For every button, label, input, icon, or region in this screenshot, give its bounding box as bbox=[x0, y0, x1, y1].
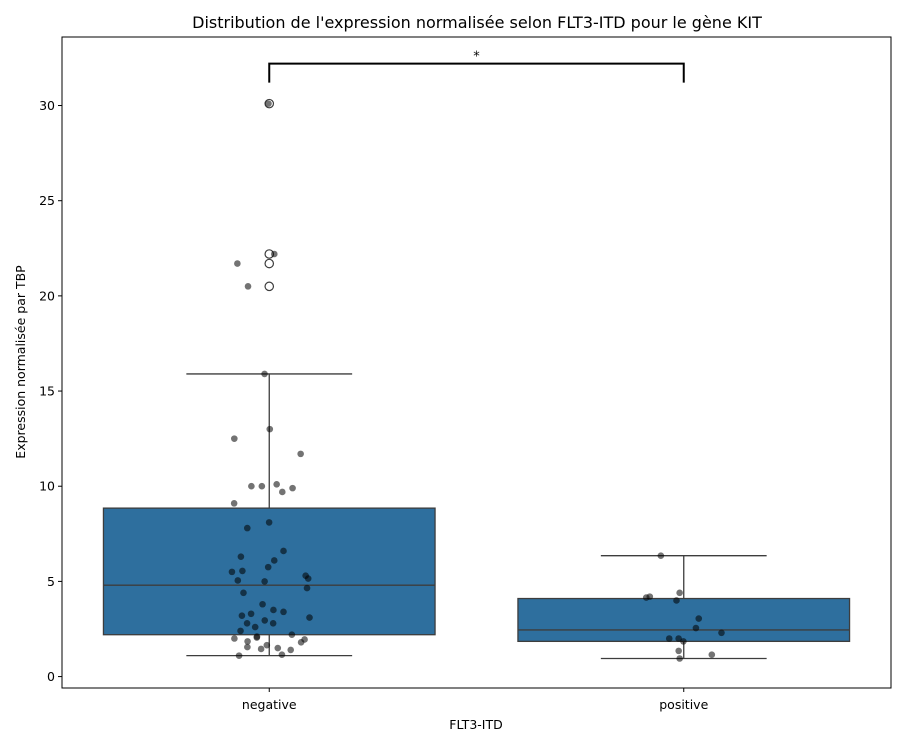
data-point bbox=[234, 260, 241, 267]
significance-annotation: * bbox=[268, 50, 685, 83]
y-tick-label: 25 bbox=[39, 193, 55, 208]
data-point bbox=[235, 652, 243, 659]
data-point bbox=[280, 608, 287, 616]
data-point bbox=[708, 651, 716, 658]
data-point bbox=[266, 425, 274, 433]
data-point bbox=[675, 647, 682, 655]
data-point bbox=[265, 100, 272, 107]
y-tick-label: 15 bbox=[39, 384, 55, 399]
data-point bbox=[642, 594, 650, 601]
boxes-layer bbox=[102, 98, 851, 660]
data-point bbox=[287, 646, 295, 654]
data-point bbox=[270, 557, 278, 564]
plot-area-frame bbox=[61, 36, 892, 689]
x-tick-label: positive bbox=[659, 697, 708, 712]
data-point bbox=[279, 488, 286, 496]
data-point bbox=[675, 635, 682, 642]
y-tick-label: 20 bbox=[39, 288, 55, 303]
data-point bbox=[280, 547, 287, 555]
data-point bbox=[257, 645, 265, 653]
data-point bbox=[237, 553, 245, 560]
data-point bbox=[695, 615, 703, 622]
data-point bbox=[239, 567, 246, 575]
data-point bbox=[228, 568, 236, 576]
box-iqr bbox=[102, 507, 436, 636]
data-point bbox=[247, 610, 255, 618]
data-point bbox=[673, 597, 680, 604]
data-point bbox=[665, 635, 673, 642]
points-layer bbox=[228, 100, 725, 662]
data-point bbox=[297, 639, 305, 646]
significance-bracket bbox=[268, 62, 685, 83]
data-point bbox=[244, 283, 252, 290]
data-point bbox=[270, 606, 277, 614]
data-point bbox=[237, 627, 244, 635]
data-point bbox=[230, 500, 238, 507]
data-point bbox=[304, 575, 312, 582]
data-point bbox=[238, 612, 246, 619]
data-point bbox=[243, 524, 251, 532]
chart-title: Distribution de l'expression normalisée … bbox=[192, 13, 762, 32]
data-point bbox=[680, 638, 687, 645]
outlier-marker bbox=[264, 281, 275, 292]
y-tick-label: 30 bbox=[39, 98, 55, 113]
data-point bbox=[251, 623, 259, 631]
data-point bbox=[269, 619, 277, 627]
data-point bbox=[289, 484, 296, 492]
data-point bbox=[657, 552, 665, 560]
data-point bbox=[273, 481, 280, 488]
data-point bbox=[244, 643, 251, 651]
data-point bbox=[676, 655, 683, 662]
x-tick-label: negative bbox=[242, 697, 297, 712]
y-axis: 0 5 10 15 20 25 30 bbox=[39, 98, 62, 684]
data-point bbox=[270, 250, 278, 258]
y-axis-title: Expression normalisée par TBP bbox=[13, 265, 28, 459]
data-point bbox=[288, 631, 296, 639]
data-point bbox=[261, 578, 268, 585]
outlier-marker bbox=[264, 98, 275, 109]
data-point bbox=[234, 577, 242, 584]
data-point bbox=[297, 450, 304, 458]
significance-label: * bbox=[473, 50, 480, 65]
y-tick-label: 10 bbox=[39, 479, 55, 494]
data-point bbox=[676, 589, 683, 597]
box-iqr bbox=[517, 597, 851, 643]
data-point bbox=[243, 619, 251, 627]
data-point bbox=[692, 624, 700, 632]
data-point bbox=[253, 634, 261, 641]
outlier-marker bbox=[264, 258, 275, 269]
data-point bbox=[244, 638, 251, 645]
y-tick-label: 5 bbox=[47, 574, 55, 589]
data-point bbox=[231, 435, 238, 442]
x-axis-title: FLT3-ITD bbox=[449, 717, 502, 732]
data-point bbox=[718, 629, 725, 637]
data-point bbox=[248, 482, 255, 490]
data-point bbox=[265, 519, 273, 526]
y-tick-label: 0 bbox=[47, 669, 55, 684]
data-point bbox=[274, 644, 282, 652]
data-point bbox=[231, 635, 238, 642]
data-point bbox=[306, 614, 313, 621]
data-point bbox=[278, 651, 286, 658]
x-axis: negative positive bbox=[242, 688, 709, 712]
data-point bbox=[261, 370, 268, 378]
data-point bbox=[303, 584, 311, 592]
data-point bbox=[258, 482, 266, 490]
data-point bbox=[259, 600, 266, 608]
data-point bbox=[261, 617, 269, 624]
data-point bbox=[263, 641, 271, 649]
data-point bbox=[240, 589, 247, 597]
data-point bbox=[264, 563, 272, 571]
